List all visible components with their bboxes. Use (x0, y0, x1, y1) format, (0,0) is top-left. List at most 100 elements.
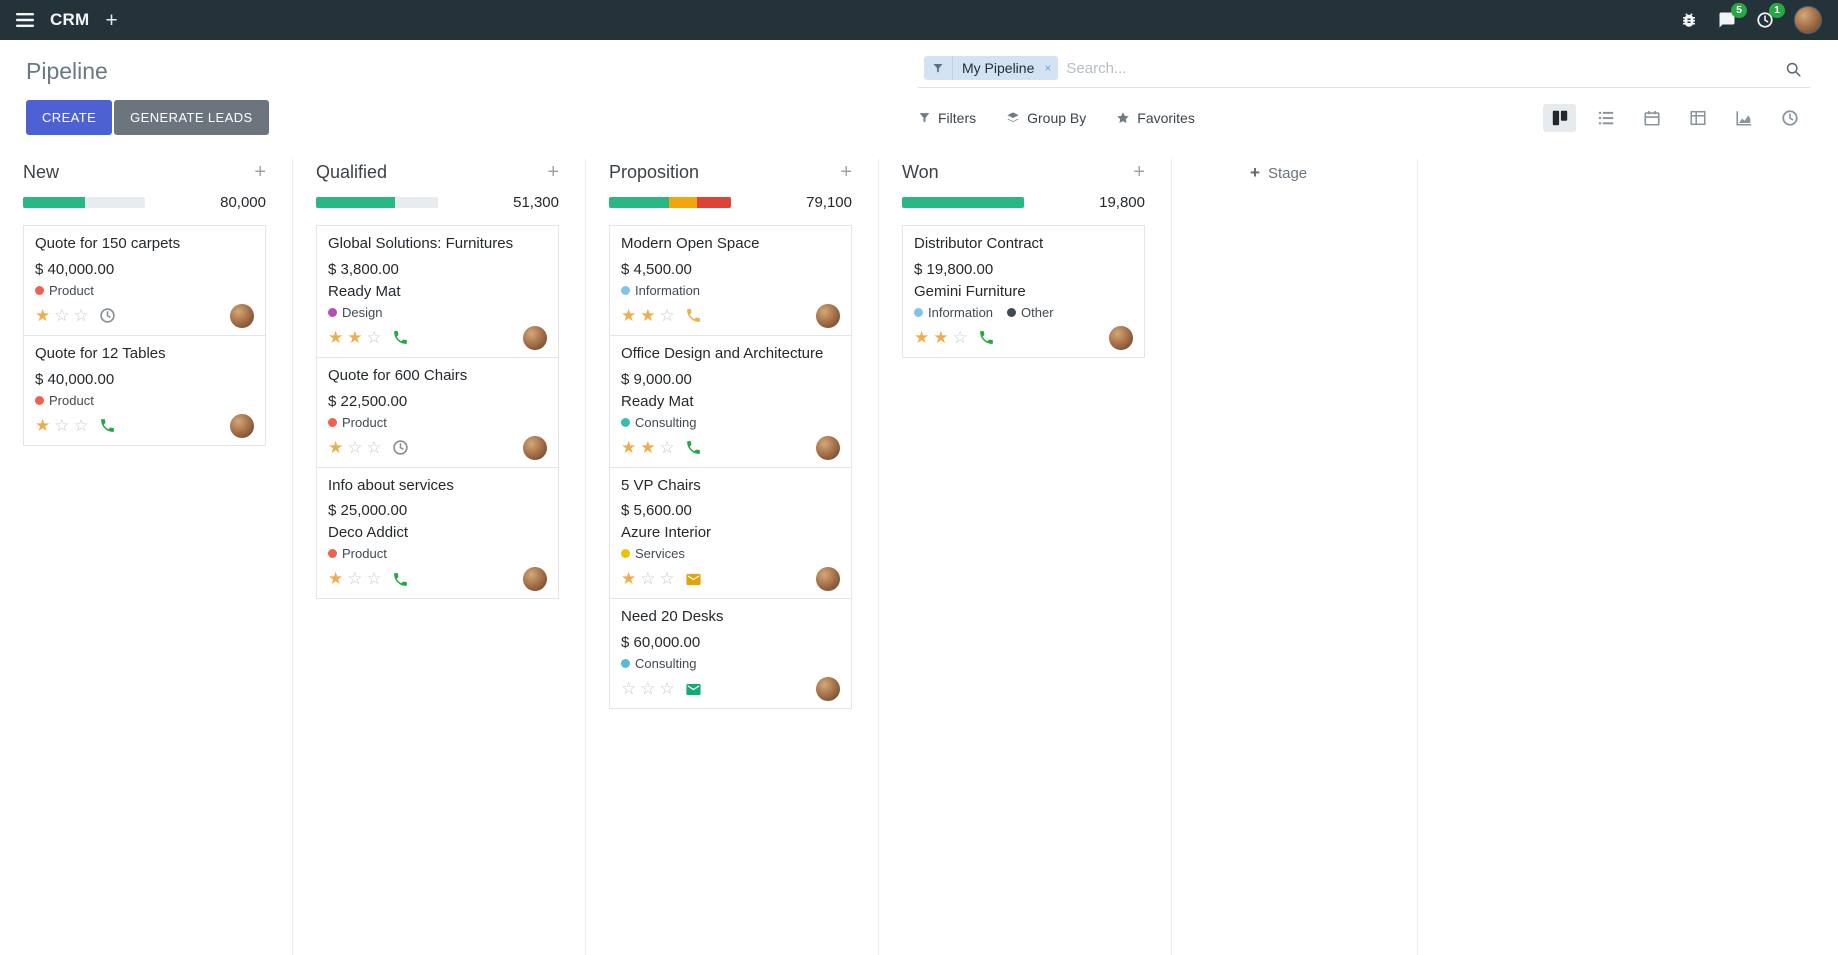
kanban-card[interactable]: 5 VP Chairs $ 5,600.00 Azure Interior Se… (609, 466, 852, 600)
priority-stars[interactable] (35, 416, 89, 436)
column-progressbar[interactable] (609, 197, 731, 208)
priority-stars[interactable] (35, 306, 89, 326)
avatar[interactable] (523, 435, 547, 460)
column-title[interactable]: New (23, 161, 60, 182)
priority-stars[interactable] (621, 306, 675, 326)
avatar[interactable] (523, 567, 547, 592)
kanban-card[interactable]: Distributor Contract $ 19,800.00 Gemini … (902, 225, 1145, 358)
phone-icon[interactable] (685, 307, 702, 324)
group-by-button[interactable]: Group By (1006, 110, 1086, 126)
search-icon[interactable] (1785, 61, 1802, 83)
star-icon[interactable] (640, 438, 655, 458)
envelope-icon[interactable] (685, 571, 702, 588)
phone-icon[interactable] (392, 571, 409, 588)
favorites-button[interactable]: Favorites (1116, 110, 1195, 126)
priority-stars[interactable] (328, 328, 382, 348)
kanban-card[interactable]: Quote for 150 carpets $ 40,000.00 Produc… (23, 225, 266, 336)
view-list-button[interactable] (1589, 104, 1622, 132)
priority-stars[interactable] (621, 569, 675, 589)
app-name[interactable]: CRM (50, 10, 90, 29)
facet-remove-icon[interactable]: × (1044, 61, 1052, 75)
phone-icon[interactable] (978, 329, 995, 346)
kanban-card[interactable]: Need 20 Desks $ 60,000.00 Consulting (609, 598, 852, 709)
star-icon[interactable] (621, 569, 636, 589)
debug-button[interactable] (1680, 11, 1698, 29)
star-icon[interactable] (640, 679, 655, 699)
user-avatar[interactable] (1794, 6, 1822, 34)
progress-segment[interactable] (696, 197, 731, 208)
phone-icon[interactable] (99, 417, 116, 434)
add-record-button[interactable]: + (1133, 162, 1145, 182)
progress-segment[interactable] (23, 197, 86, 208)
view-calendar-button[interactable] (1635, 104, 1668, 132)
priority-stars[interactable] (328, 438, 382, 458)
star-icon[interactable] (621, 306, 636, 326)
kanban-card[interactable]: Quote for 12 Tables $ 40,000.00 Product (23, 334, 266, 446)
clock-icon[interactable] (392, 439, 409, 456)
avatar[interactable] (1109, 325, 1133, 350)
view-graph-button[interactable] (1727, 104, 1760, 132)
star-icon[interactable] (621, 679, 636, 699)
star-icon[interactable] (367, 328, 382, 348)
avatar[interactable] (816, 435, 840, 460)
star-icon[interactable] (54, 306, 69, 326)
apps-menu-button[interactable] (16, 13, 34, 27)
column-progressbar[interactable] (316, 197, 438, 208)
messages-button[interactable]: 5 (1718, 3, 1747, 29)
envelope-icon[interactable] (685, 681, 702, 698)
star-icon[interactable] (933, 328, 948, 348)
star-icon[interactable] (367, 438, 382, 458)
priority-stars[interactable] (914, 328, 968, 348)
star-icon[interactable] (660, 679, 675, 699)
kanban-card[interactable]: Global Solutions: Furnitures $ 3,800.00 … (316, 225, 559, 358)
column-progressbar[interactable] (23, 197, 145, 208)
phone-icon[interactable] (685, 439, 702, 456)
avatar[interactable] (523, 325, 547, 350)
star-icon[interactable] (621, 438, 636, 458)
avatar[interactable] (816, 677, 840, 701)
column-title[interactable]: Qualified (316, 161, 388, 182)
kanban-card[interactable]: Office Design and Architecture $ 9,000.0… (609, 334, 852, 468)
avatar[interactable] (816, 567, 840, 592)
phone-icon[interactable] (392, 329, 409, 346)
progress-segment[interactable] (609, 197, 669, 208)
star-icon[interactable] (640, 569, 655, 589)
star-icon[interactable] (347, 569, 362, 589)
star-icon[interactable] (347, 328, 362, 348)
column-title[interactable]: Proposition (609, 161, 700, 182)
activities-button[interactable]: 1 (1756, 3, 1785, 29)
star-icon[interactable] (35, 306, 50, 326)
add-stage-button[interactable]: + Stage (1250, 163, 1307, 183)
star-icon[interactable] (347, 438, 362, 458)
create-button[interactable]: CREATE (26, 100, 113, 135)
add-record-button[interactable]: + (254, 162, 266, 182)
quick-add-button[interactable]: + (105, 10, 117, 31)
search-bar[interactable]: My Pipeline × (918, 54, 1810, 88)
progress-segment[interactable] (668, 197, 697, 208)
view-pivot-button[interactable] (1681, 104, 1714, 132)
star-icon[interactable] (328, 328, 343, 348)
star-icon[interactable] (328, 569, 343, 589)
progress-segment[interactable] (395, 197, 438, 208)
search-facet[interactable]: My Pipeline × (924, 56, 1059, 80)
star-icon[interactable] (660, 438, 675, 458)
column-title[interactable]: Won (902, 161, 939, 182)
generate-leads-button[interactable]: GENERATE LEADS (114, 100, 269, 135)
star-icon[interactable] (367, 569, 382, 589)
star-icon[interactable] (640, 306, 655, 326)
search-input[interactable] (1066, 59, 1774, 77)
star-icon[interactable] (35, 416, 50, 436)
star-icon[interactable] (660, 569, 675, 589)
star-icon[interactable] (660, 306, 675, 326)
avatar[interactable] (230, 303, 254, 328)
priority-stars[interactable] (328, 569, 382, 589)
progress-segment[interactable] (85, 197, 145, 208)
view-kanban-button[interactable] (1543, 103, 1576, 132)
star-icon[interactable] (328, 438, 343, 458)
clock-icon[interactable] (99, 307, 116, 324)
star-icon[interactable] (54, 416, 69, 436)
star-icon[interactable] (953, 328, 968, 348)
kanban-card[interactable]: Modern Open Space $ 4,500.00 Information (609, 225, 852, 336)
star-icon[interactable] (74, 416, 89, 436)
star-icon[interactable] (74, 306, 89, 326)
